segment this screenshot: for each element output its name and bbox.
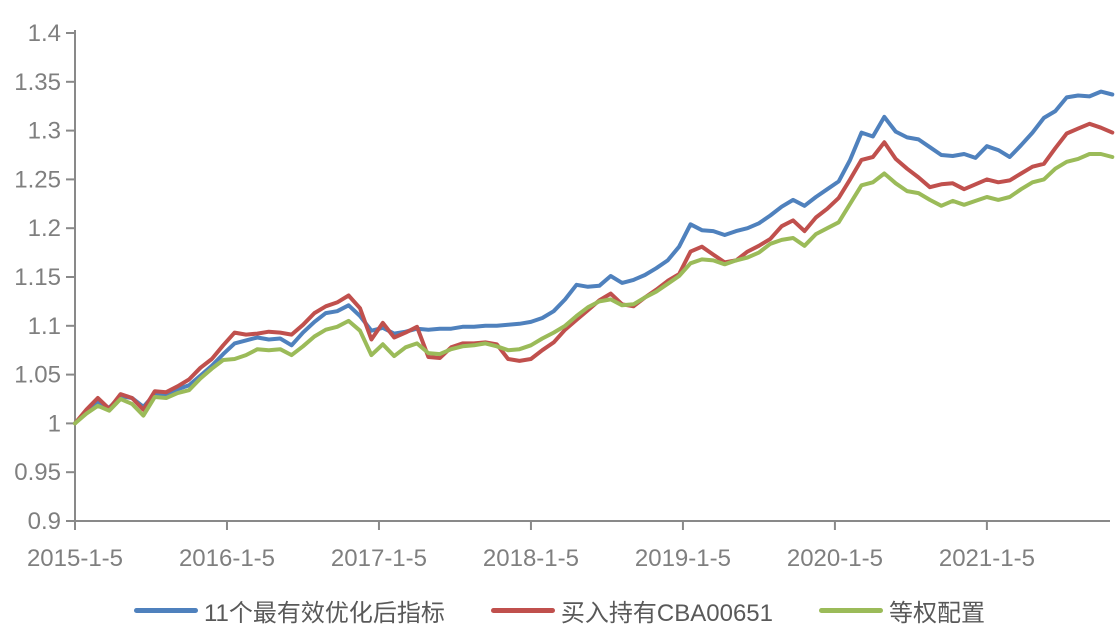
series-line-2 xyxy=(73,152,1115,426)
y-tick-label: 0.9 xyxy=(28,508,61,535)
y-axis: 0.9 0.95 1 1.05 1.1 1.15 1.2 1.25 1.3 1.35 1.4 xyxy=(14,20,76,535)
legend-item-buy-and-hold-cba00651: 买入持有CBA00651 xyxy=(490,593,773,628)
y-tick-label: 1.05 xyxy=(14,362,61,389)
x-axis: 2015-1-5 2016-1-5 2017-1-5 2018-1-5 2019-1-5… xyxy=(27,520,1110,572)
legend-item-equal-weight: 等权配置 xyxy=(819,593,985,628)
x-tick-label: 2015-1-5 xyxy=(27,545,123,572)
series-line-1 xyxy=(73,121,1115,426)
legend-line-swatch-red xyxy=(490,607,555,613)
legend-line-swatch-blue xyxy=(133,607,198,613)
performance-line-chart: 0.9 0.95 1 1.05 1.1 1.15 1.2 1.25 1.3 1.35 1.4 2015… xyxy=(14,20,1115,572)
x-tick-label: 2016-1-5 xyxy=(179,545,275,572)
legend-label: 11个最有效优化后指标 xyxy=(203,599,445,627)
legend-label: 买入持有CBA00651 xyxy=(560,599,773,627)
y-tick-label: 1.3 xyxy=(28,118,61,145)
y-tick-label: 1.15 xyxy=(14,264,61,291)
y-tick-label: 1.35 xyxy=(14,69,61,96)
y-tick-label: 1.1 xyxy=(28,313,61,340)
x-tick-label: 2018-1-5 xyxy=(483,545,579,572)
y-tick-label: 0.95 xyxy=(14,459,61,486)
legend-label: 等权配置 xyxy=(889,599,985,627)
legend-line-swatch-green xyxy=(819,607,883,613)
y-tick-label: 1.25 xyxy=(14,166,61,193)
series-line-0 xyxy=(73,89,1115,426)
chart-legend: 11个最有效优化后指标 买入持有CBA00651 等权配置 xyxy=(0,592,1119,628)
x-tick-label: 2020-1-5 xyxy=(787,545,883,572)
y-tick-label: 1.4 xyxy=(28,20,61,47)
x-tick-label: 2021-1-5 xyxy=(939,545,1035,572)
x-tick-label: 2017-1-5 xyxy=(331,545,427,572)
y-tick-label: 1.2 xyxy=(28,215,61,242)
legend-item-optimized-indicators: 11个最有效优化后指标 xyxy=(133,593,445,628)
y-tick-label: 1 xyxy=(48,410,61,437)
x-tick-label: 2019-1-5 xyxy=(635,545,731,572)
